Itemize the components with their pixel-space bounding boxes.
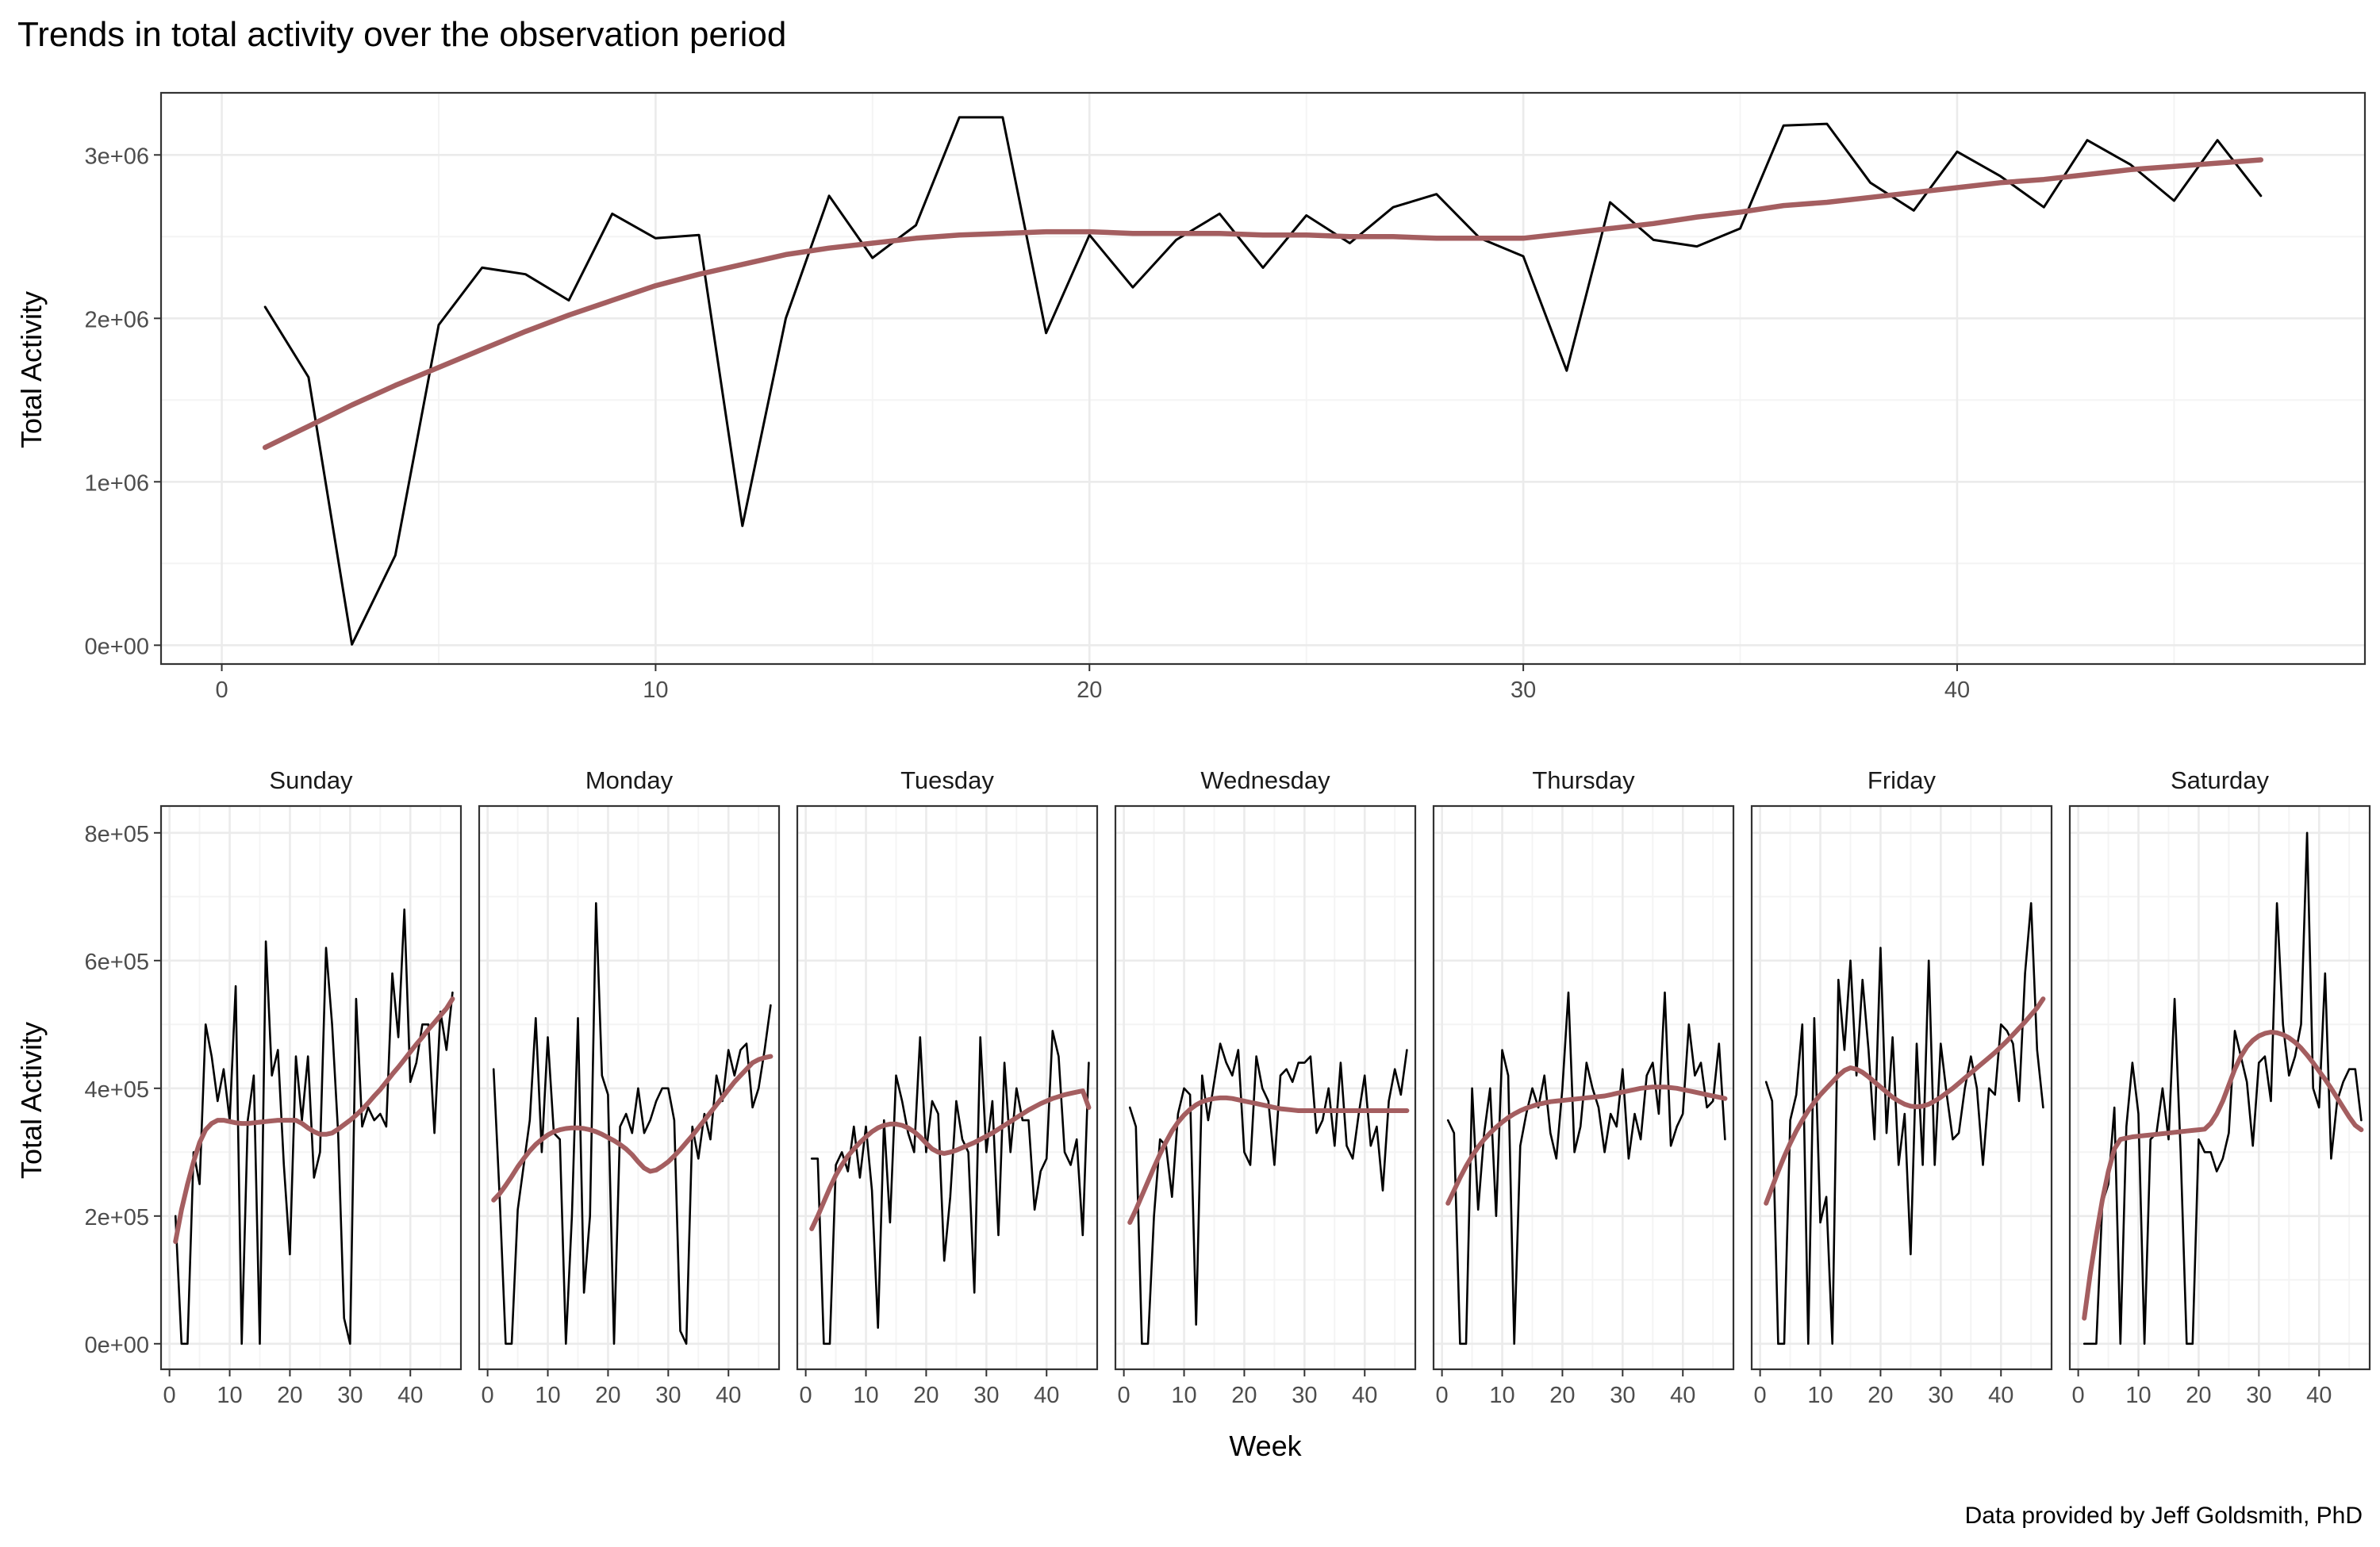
x-axis-title: Week — [1229, 1430, 1302, 1462]
facet-x-tick-label: 30 — [1610, 1383, 1635, 1408]
overall-panel-bg — [161, 93, 2365, 664]
y-axis-title-top: Total Activity — [15, 291, 48, 448]
facet-x-tick-label: 30 — [973, 1383, 999, 1408]
chart-caption: Data provided by Jeff Goldsmith, PhD — [1965, 1503, 2363, 1529]
overall-smooth-line — [262, 157, 2264, 451]
facet-strip-label: Friday — [1868, 766, 1937, 794]
facet-y-tick-label: 0e+00 — [85, 1333, 149, 1358]
facet-tuesday: Tuesday 0 10 20 30 40 — [796, 766, 1099, 1408]
facet-thursday: Thursday 0 10 20 30 40 — [1432, 766, 1735, 1408]
facet-y-tick-label: 8e+05 — [85, 822, 149, 847]
facet-y-tick-label: 2e+05 — [85, 1205, 149, 1230]
facet-strip-label: Sunday — [269, 766, 353, 794]
overall-y-tick-label: 3e+06 — [85, 144, 149, 169]
facet-x-tick-label: 30 — [337, 1383, 363, 1408]
facet-y-tick-label: 6e+05 — [85, 950, 149, 975]
facet-activity-line — [2082, 831, 2363, 1345]
facet-x-tick-label: 20 — [595, 1383, 620, 1408]
facet-activity-line — [1764, 902, 2044, 1345]
facet-x-tick-label: 40 — [2306, 1383, 2332, 1408]
facet-smooth-line — [809, 1088, 1092, 1231]
facet-x-tick-label: 10 — [1807, 1383, 1833, 1408]
overall-plot: 0 10 20 30 40 0e+00 1e+06 2e+06 3e+06 — [85, 91, 2367, 703]
facet-saturday: Saturday 0 10 20 30 40 — [2068, 766, 2371, 1408]
chart-title: Trends in total activity over the observ… — [17, 15, 786, 54]
facet-activity-line — [492, 902, 772, 1345]
facet-strip-label: Thursday — [1532, 766, 1635, 794]
facet-panel-border — [1432, 804, 1735, 1371]
facet-smooth-line — [173, 996, 455, 1244]
facet-x-tick-label: 0 — [482, 1383, 494, 1408]
facet-smooth-line — [1764, 996, 2046, 1206]
facet-x-tick-label: 30 — [1928, 1383, 1953, 1408]
facet-smooth-line — [2082, 1030, 2364, 1321]
facet-x-tick-label: 20 — [1868, 1383, 1893, 1408]
overall-y-tick-label: 1e+06 — [85, 470, 149, 496]
facet-x-tick-label: 10 — [2125, 1383, 2151, 1408]
overall-x-tick-label: 20 — [1077, 678, 1102, 703]
facet-friday: Friday 0 10 20 30 40 — [1750, 766, 2053, 1408]
facet-x-tick-label: 0 — [1754, 1383, 1767, 1408]
facet-x-tick-label: 0 — [2072, 1383, 2085, 1408]
facet-x-tick-label: 40 — [1670, 1383, 1695, 1408]
facet-activity-line — [810, 1030, 1090, 1345]
facet-activity-line — [174, 908, 454, 1345]
facet-x-tick-label: 10 — [853, 1383, 878, 1408]
facet-x-tick-label: 30 — [655, 1383, 681, 1408]
facet-panel-border — [1114, 804, 1417, 1371]
overall-x-tick-label: 30 — [1511, 678, 1536, 703]
facet-x-tick-label: 20 — [277, 1383, 302, 1408]
facet-strip-label: Saturday — [2171, 766, 2270, 794]
facet-activity-line — [1128, 1042, 1408, 1345]
facet-smooth-line — [491, 1054, 774, 1203]
facet-smooth-line — [1445, 1084, 1728, 1206]
facet-x-tick-label: 10 — [1489, 1383, 1514, 1408]
facet-x-tick-label: 40 — [1988, 1383, 2013, 1408]
facet-sunday: Sunday 0 10 20 30 40 0e+00 2e+05 4e+05 6e+05 8e+05 — [85, 766, 463, 1408]
overall-y-tick-label: 0e+00 — [85, 634, 149, 659]
facet-x-tick-label: 0 — [1436, 1383, 1449, 1408]
y-axis-title-bottom: Total Activity — [15, 1022, 48, 1179]
facet-x-tick-label: 40 — [397, 1383, 423, 1408]
facet-monday: Monday 0 10 20 30 40 — [478, 766, 781, 1408]
facet-x-tick-label: 20 — [1549, 1383, 1575, 1408]
facet-x-tick-label: 30 — [1292, 1383, 1317, 1408]
facet-x-tick-label: 40 — [1352, 1383, 1377, 1408]
facet-x-tick-label: 0 — [163, 1383, 176, 1408]
facet-x-tick-label: 20 — [2186, 1383, 2211, 1408]
overall-x-tick-label: 40 — [1944, 678, 1970, 703]
facet-y-tick-label: 4e+05 — [85, 1077, 149, 1103]
facet-x-tick-label: 0 — [1118, 1383, 1130, 1408]
facet-strip-label: Tuesday — [900, 766, 994, 794]
facet-x-tick-label: 20 — [1231, 1383, 1257, 1408]
facet-x-tick-label: 30 — [2246, 1383, 2271, 1408]
facet-x-tick-label: 0 — [800, 1383, 812, 1408]
facet-panel-border — [796, 804, 1099, 1371]
facet-activity-line — [1446, 991, 1726, 1345]
facet-wednesday: Wednesday 0 10 20 30 40 — [1114, 766, 1417, 1408]
overall-x-tick-label: 10 — [643, 678, 668, 703]
facet-panel-border — [1750, 804, 2053, 1371]
facet-plots: Sunday 0 10 20 30 40 0e+00 2e+05 4e+05 6e+05 8e+05… — [85, 766, 2371, 1408]
overall-x-tick-label: 0 — [215, 678, 228, 703]
facet-x-tick-label: 40 — [716, 1383, 741, 1408]
facet-strip-label: Wednesday — [1200, 766, 1330, 794]
facet-smooth-line — [1127, 1095, 1410, 1225]
facet-strip-label: Monday — [585, 766, 674, 794]
facet-x-tick-label: 10 — [217, 1383, 242, 1408]
facet-x-tick-label: 20 — [913, 1383, 939, 1408]
facet-panel-border — [478, 804, 781, 1371]
facet-panel-border — [2068, 804, 2371, 1371]
facet-x-tick-label: 10 — [535, 1383, 560, 1408]
overall-y-tick-label: 2e+06 — [85, 307, 149, 332]
facet-x-tick-label: 40 — [1034, 1383, 1059, 1408]
facet-x-tick-label: 10 — [1171, 1383, 1196, 1408]
overall-panel-border — [159, 91, 2367, 666]
